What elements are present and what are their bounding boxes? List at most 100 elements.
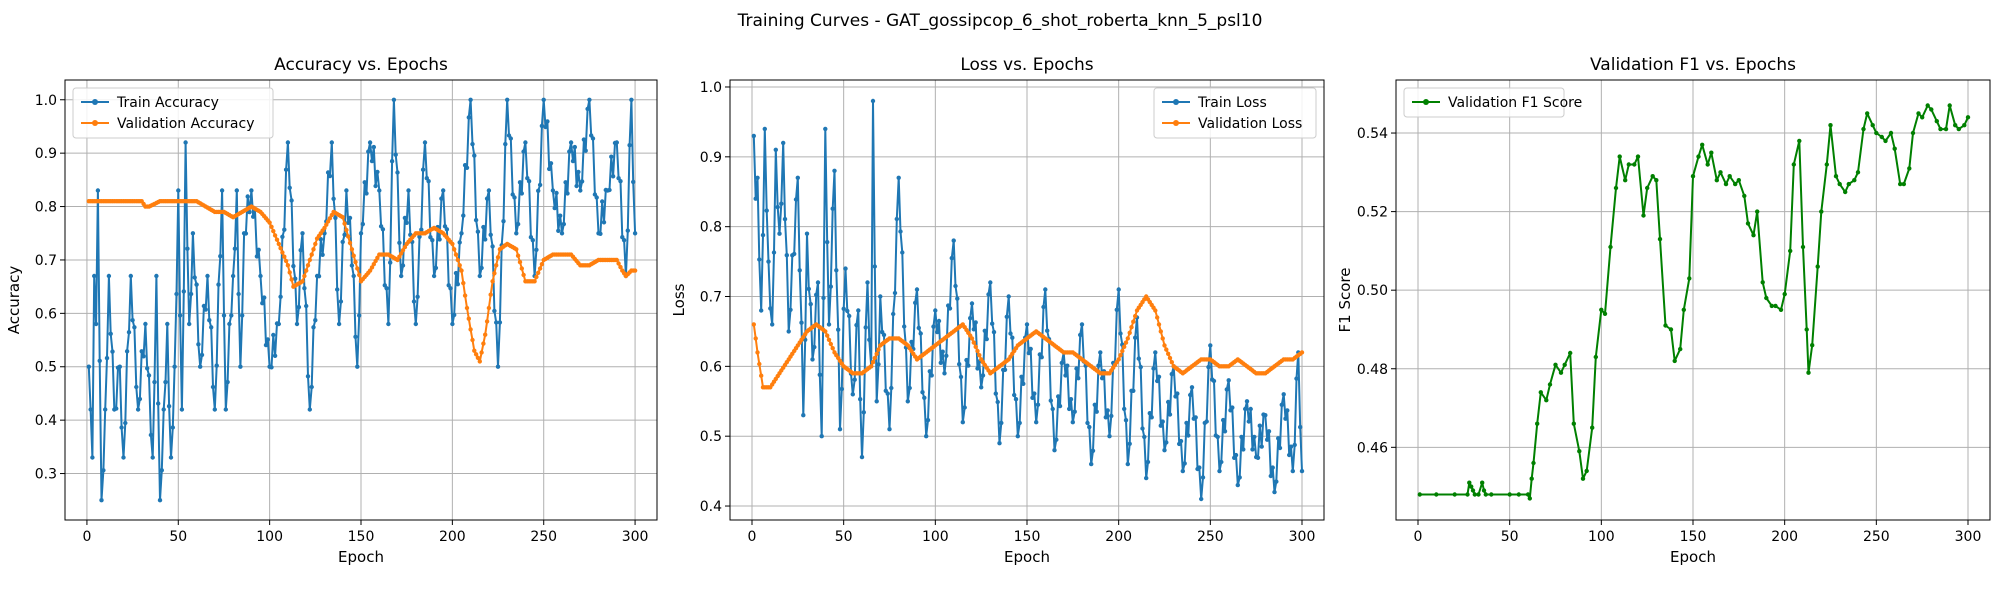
data-point [285,263,291,268]
data-point [1481,488,1487,493]
data-point [515,253,521,258]
data-point [530,238,535,243]
data-point [1599,307,1604,312]
data-point [404,220,409,225]
data-point [258,273,263,279]
y-tick-label: 0.4 [35,413,57,429]
y-tick-label: 0.6 [35,306,57,322]
data-point [221,313,227,318]
data-point [369,158,375,164]
series-line [1419,104,1969,500]
data-point [1162,343,1167,348]
data-point [1145,459,1151,465]
data-point [1255,455,1261,460]
data-point [399,273,404,279]
data-point [957,362,962,367]
data-point [1529,476,1534,481]
data-point [894,216,899,222]
data-point [154,273,159,279]
legend-swatch-marker [1423,99,1429,105]
data-point [962,405,967,410]
data-point [230,273,236,279]
data-point [1085,420,1090,426]
data-point [375,169,380,175]
data-point [969,336,975,341]
data-point [1013,397,1019,402]
data-point [810,357,815,362]
data-point [1175,391,1180,396]
data-point [1916,111,1921,116]
data-point [505,97,510,103]
data-point [92,273,97,279]
data-point [168,455,174,460]
legend-label: Validation Loss [1198,116,1302,132]
data-point [1272,489,1277,495]
data-point [775,204,780,210]
data-point [300,231,305,236]
data-point [1186,433,1191,438]
data-point [532,279,537,284]
data-point [991,329,997,335]
data-point [898,229,903,234]
data-point [610,174,616,179]
data-point [126,330,132,335]
data-point [526,179,532,184]
data-point [143,321,148,327]
data-point [294,321,300,327]
data-point [1167,412,1173,417]
data-point [1888,130,1894,136]
data-point [366,149,371,154]
data-point [101,468,106,473]
data-point [1244,399,1250,404]
data-point [1057,403,1063,409]
data-point [150,455,155,460]
data-point [1938,126,1943,132]
data-point [940,349,945,354]
data-point [1287,452,1292,458]
data-point [1745,221,1751,226]
data-point [450,321,455,327]
data-point [249,188,254,193]
data-point [137,396,143,402]
data-point [760,232,766,238]
legend-label: Train Loss [1197,95,1267,111]
data-point [834,268,839,273]
x-tick-label: 250 [530,529,557,545]
data-point [825,239,830,245]
data-point [227,321,232,327]
data-point [207,318,212,323]
data-point [1164,347,1169,352]
x-tick-label: 300 [1955,529,1982,545]
data-point [614,140,619,145]
data-point [1778,307,1784,312]
data-point [205,273,210,279]
data-point [269,365,274,370]
data-point [1281,392,1286,397]
data-point [384,286,389,291]
data-point [190,231,196,236]
data-point [547,166,552,172]
x-tick-label: 0 [82,529,91,545]
data-point [1956,126,1962,132]
data-point [889,385,894,391]
data-point [1544,398,1549,403]
data-point [106,273,112,279]
data-point [1531,460,1536,466]
data-point [845,308,850,314]
data-point [232,246,238,251]
data-point [1164,440,1169,445]
data-point [1155,315,1160,320]
x-tick-label: 300 [622,529,649,545]
data-point [753,336,758,341]
data-point [1140,426,1145,431]
data-point [1635,154,1641,159]
data-point [1516,492,1522,497]
data-point [457,263,462,268]
data-point [949,255,954,261]
data-point [1547,382,1553,387]
data-point [1690,174,1696,179]
data-point [1632,162,1637,167]
data-point [1846,181,1852,187]
data-point [614,257,619,263]
data-point [779,201,784,206]
